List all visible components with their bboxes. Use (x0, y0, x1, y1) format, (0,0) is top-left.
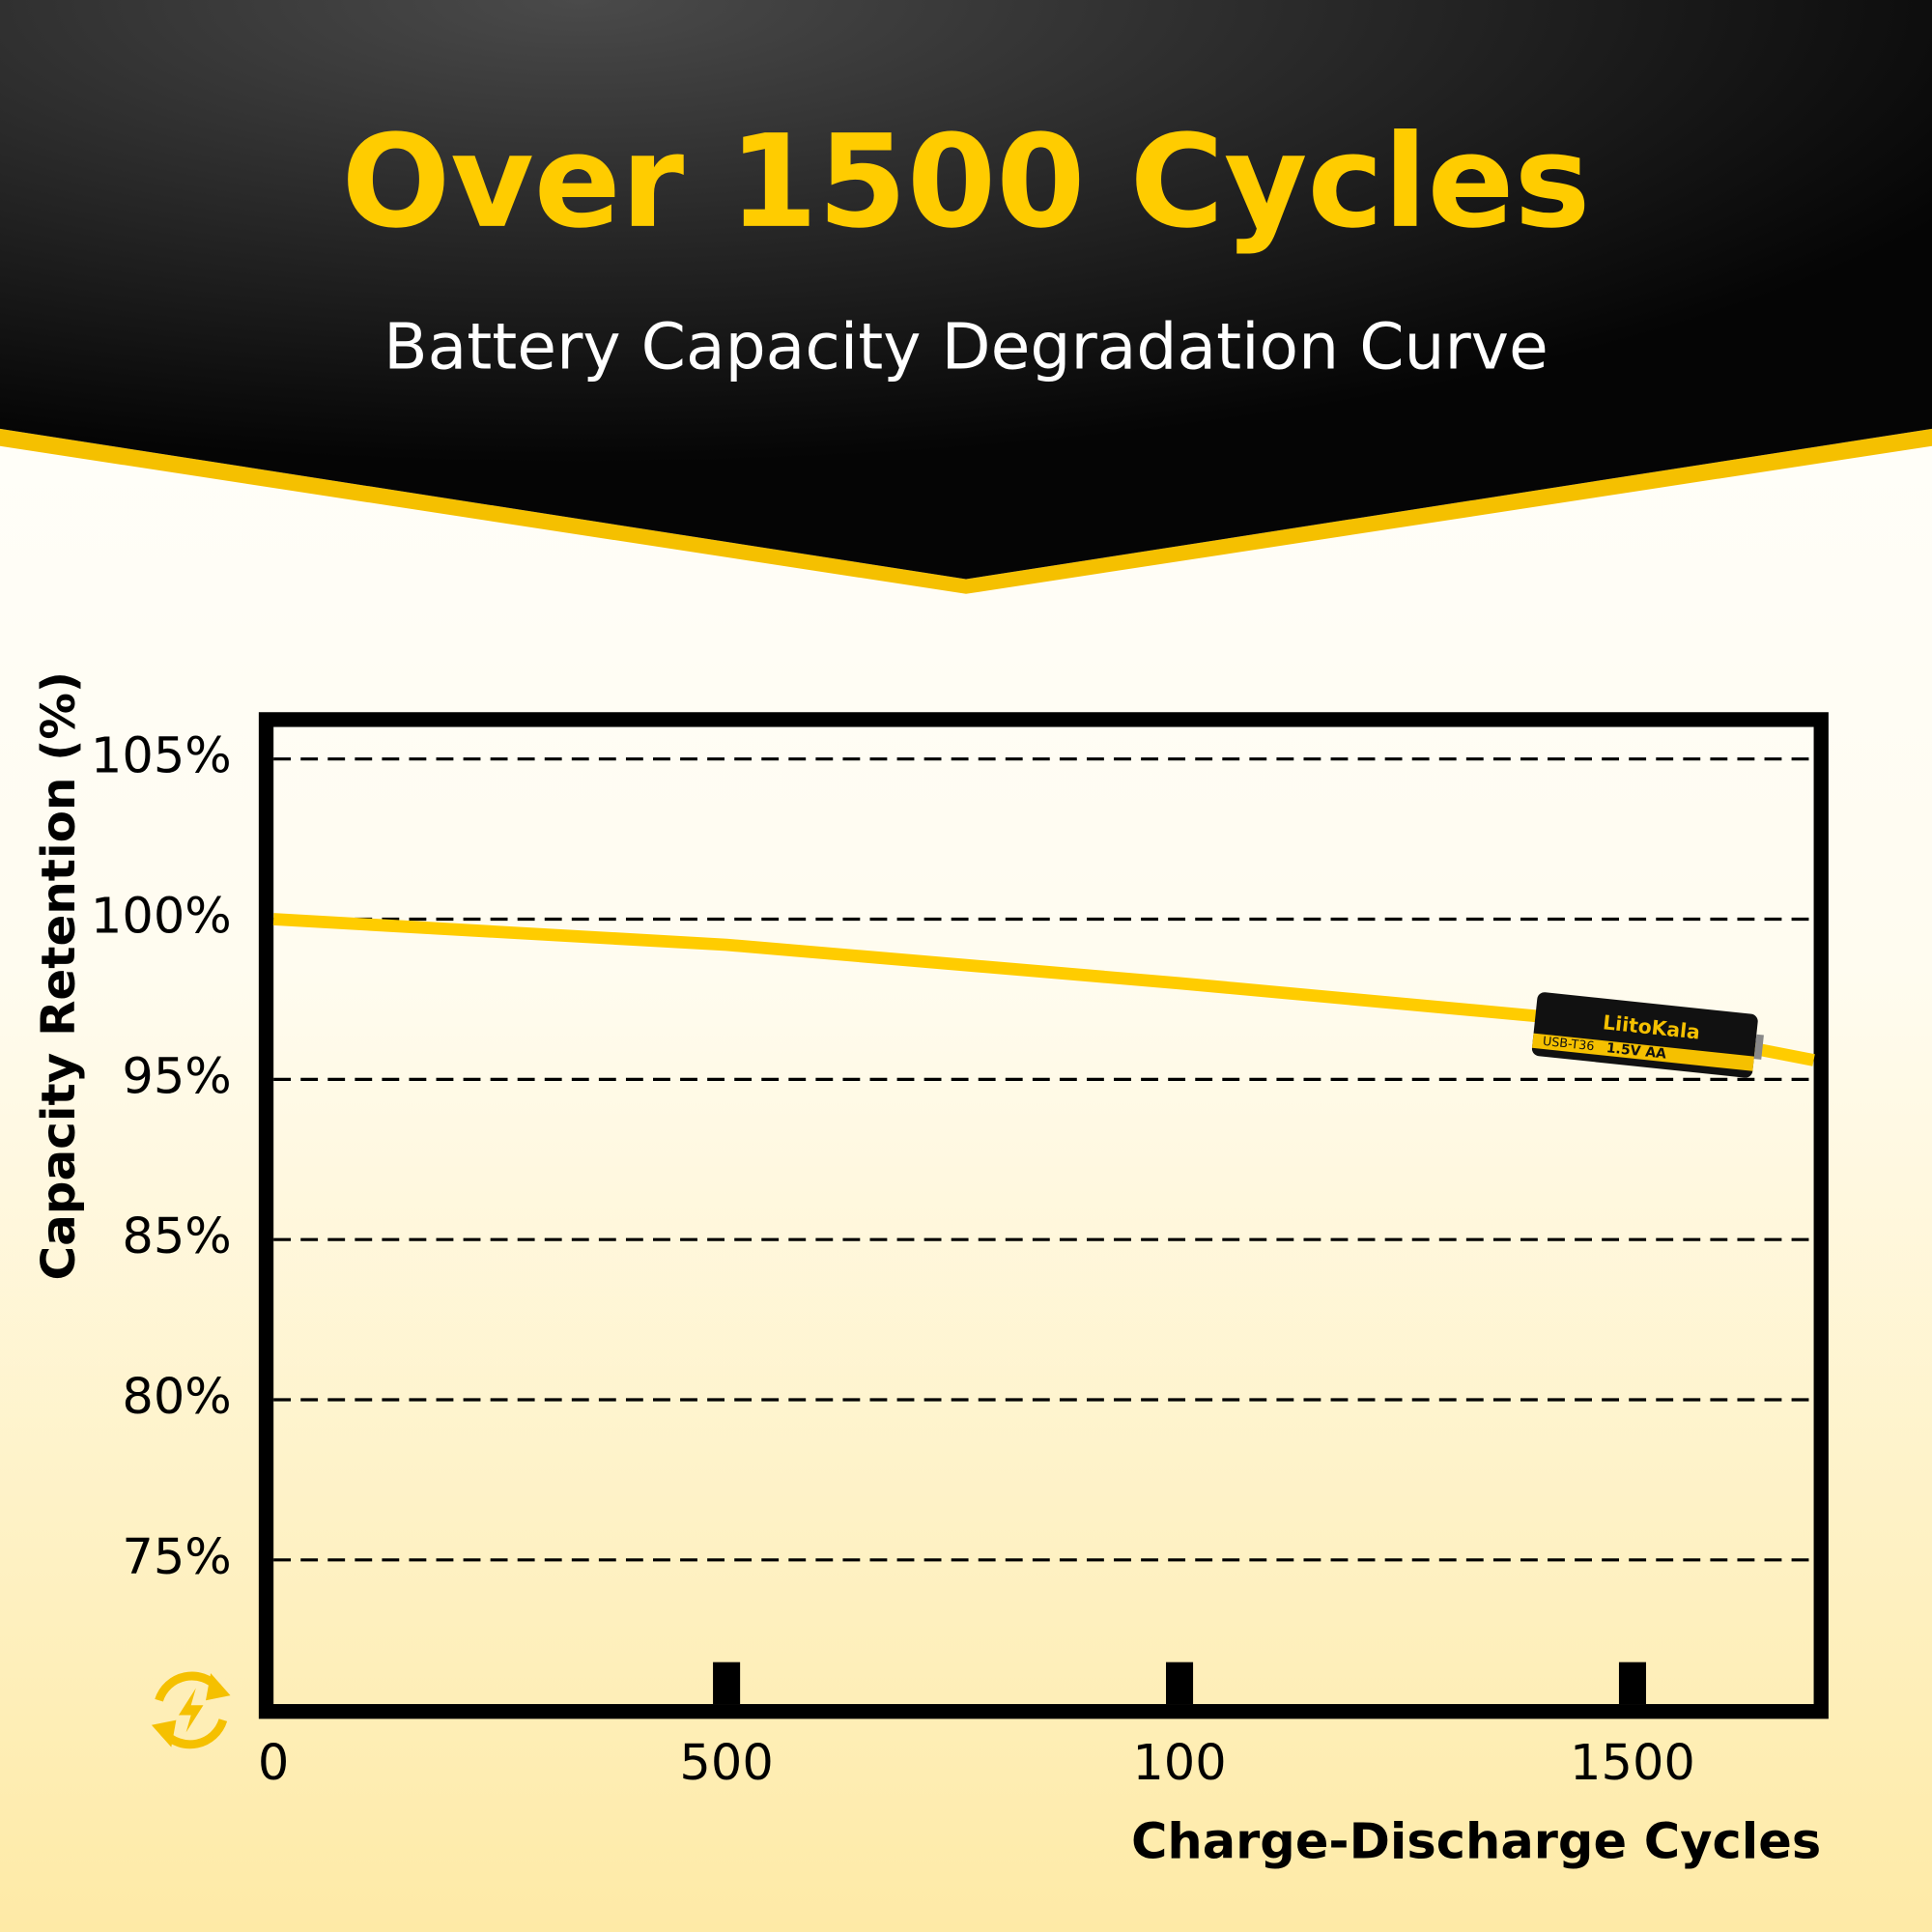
battery-model: USB-T36 (1542, 1035, 1595, 1055)
battery-band (1531, 1033, 1754, 1071)
y-tick-label: 80% (122, 1369, 231, 1426)
x-tick-label: 0 (258, 1735, 289, 1792)
x-tick-mark (1166, 1662, 1194, 1705)
y-tick-label: 105% (91, 728, 232, 785)
header (0, 0, 1932, 580)
battery: LiitoKala USB-T36 1.5V AA (1531, 992, 1764, 1078)
x-axis-label: Charge-Discharge Cycles (1131, 1813, 1821, 1870)
plot: 75% 80% 85% 95% 100% 105% 0 500 100 1500 (91, 712, 1829, 1792)
plot-area (258, 712, 1829, 1719)
x-tick-label: 500 (679, 1735, 773, 1792)
y-axis-label: Capacity Retention (%) (32, 671, 86, 1281)
chart-subtitle: Battery Capacity Degradation Curve (384, 309, 1548, 384)
icon-arrowhead (151, 1719, 177, 1747)
battery-spec: 1.5V AA (1605, 1040, 1667, 1062)
icon-arrowhead (206, 1673, 231, 1701)
cycle-icon (151, 1671, 231, 1749)
x-tick-mark (1618, 1662, 1647, 1705)
chart-title: Over 1500 Cycles (342, 108, 1591, 257)
x-tick-label: 1500 (1570, 1735, 1695, 1792)
y-tick-label: 85% (122, 1208, 231, 1265)
x-tick-mark (713, 1662, 741, 1705)
y-tick-label: 95% (122, 1048, 231, 1105)
icon-bolt (178, 1688, 204, 1733)
x-tick-label: 100 (1132, 1735, 1226, 1792)
battery-terminal (1753, 1034, 1764, 1060)
y-tick-label: 100% (91, 889, 232, 946)
y-tick-label: 75% (122, 1529, 231, 1586)
